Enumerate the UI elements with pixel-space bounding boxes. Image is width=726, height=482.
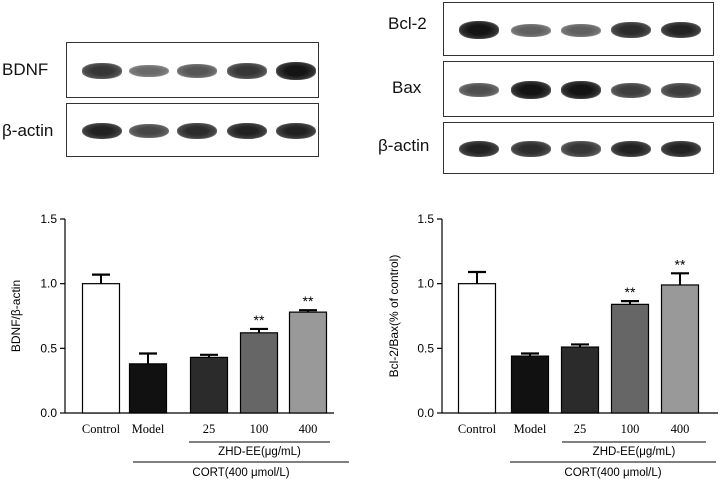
category-label: 100 bbox=[250, 422, 269, 436]
group-label: ZHD-EE(μg/mL) bbox=[593, 446, 676, 458]
y-tick-label: 0.0 bbox=[40, 406, 57, 420]
significance-marker: ** bbox=[675, 256, 686, 272]
bcl2-bax-chart-group: 0.0 0.5 1.0 1.5 Bcl-2/Bax(% of control) Contr… bbox=[387, 212, 718, 479]
category-label: Control bbox=[82, 422, 121, 436]
blot-band bbox=[561, 141, 601, 157]
blot-label-bdnf: BDNF bbox=[2, 60, 49, 79]
treatment-label: CORT(400 μmol/L) bbox=[564, 467, 661, 479]
blot-band bbox=[129, 64, 169, 78]
significance-marker: ** bbox=[625, 284, 636, 300]
blot-band bbox=[177, 64, 217, 78]
bar bbox=[510, 355, 550, 414]
blot-strip-bcl2 bbox=[443, 2, 714, 56]
blot-band bbox=[177, 123, 217, 139]
blot-band bbox=[511, 23, 551, 37]
category-label: 25 bbox=[574, 422, 587, 436]
y-tick-label: 0.5 bbox=[417, 341, 434, 355]
blot-band bbox=[459, 140, 499, 158]
blot-band bbox=[611, 82, 651, 98]
blot-label-beta-actin-right: β-actin bbox=[378, 136, 430, 155]
blot-label-bax: Bax bbox=[392, 78, 422, 97]
y-axis-label: BDNF/β-actin bbox=[9, 280, 23, 352]
blot-band bbox=[611, 140, 651, 158]
category-label: Model bbox=[514, 422, 547, 436]
category-label: 400 bbox=[299, 422, 318, 436]
bdnf-chart-group: 0.0 0.5 1.0 1.5 BDNF/β-actin Control Model 25 **… bbox=[9, 212, 349, 479]
blot-band bbox=[511, 81, 551, 99]
blot-band bbox=[276, 62, 316, 80]
category-label: Model bbox=[132, 422, 165, 436]
bar bbox=[457, 283, 497, 414]
blot-band bbox=[611, 22, 651, 38]
blot-strip-beta-actin-left bbox=[66, 103, 319, 157]
category-label: 100 bbox=[621, 422, 640, 436]
blot-band bbox=[661, 21, 701, 39]
category-label: 400 bbox=[671, 422, 690, 436]
blot-strip-beta-actin-right bbox=[443, 122, 714, 174]
group-label: ZHD-EE(μg/mL) bbox=[218, 446, 301, 458]
blot-band bbox=[459, 83, 499, 97]
category-label: 25 bbox=[203, 422, 216, 436]
bar bbox=[288, 311, 328, 414]
blot-band bbox=[511, 141, 551, 157]
y-tick-label: 1.5 bbox=[417, 212, 434, 226]
y-tick-label: 1.5 bbox=[40, 212, 57, 226]
blot-band bbox=[227, 63, 267, 79]
y-tick-label: 1.0 bbox=[40, 277, 57, 291]
bar bbox=[560, 346, 600, 414]
blot-band bbox=[82, 63, 122, 79]
y-tick-label: 0.0 bbox=[417, 406, 434, 420]
y-tick-label: 0.5 bbox=[40, 341, 57, 355]
significance-marker: ** bbox=[254, 312, 265, 328]
blot-band bbox=[661, 82, 701, 98]
bar bbox=[189, 356, 229, 414]
blot-band bbox=[82, 122, 122, 140]
bar bbox=[239, 332, 279, 414]
y-tick-label: 1.0 bbox=[417, 277, 434, 291]
blot-band bbox=[227, 122, 267, 140]
blot-label-beta-actin-left: β-actin bbox=[2, 121, 54, 140]
blot-label-bcl2: Bcl-2 bbox=[388, 14, 427, 33]
blot-band bbox=[129, 123, 169, 139]
treatment-label: CORT(400 μmol/L) bbox=[192, 467, 289, 479]
blot-strip-bdnf bbox=[66, 42, 319, 98]
bar bbox=[660, 284, 700, 414]
blot-band bbox=[561, 81, 601, 99]
bar bbox=[81, 283, 121, 414]
bar bbox=[128, 363, 168, 414]
bar bbox=[610, 303, 650, 414]
significance-marker: ** bbox=[303, 293, 314, 309]
category-label: Control bbox=[458, 422, 497, 436]
blot-strip-bax bbox=[443, 61, 714, 117]
blot-band bbox=[661, 140, 701, 158]
y-axis-label: Bcl-2/Bax(% of control) bbox=[387, 255, 401, 378]
blot-band bbox=[276, 122, 316, 140]
blot-band bbox=[459, 21, 499, 39]
blot-band bbox=[561, 23, 601, 37]
